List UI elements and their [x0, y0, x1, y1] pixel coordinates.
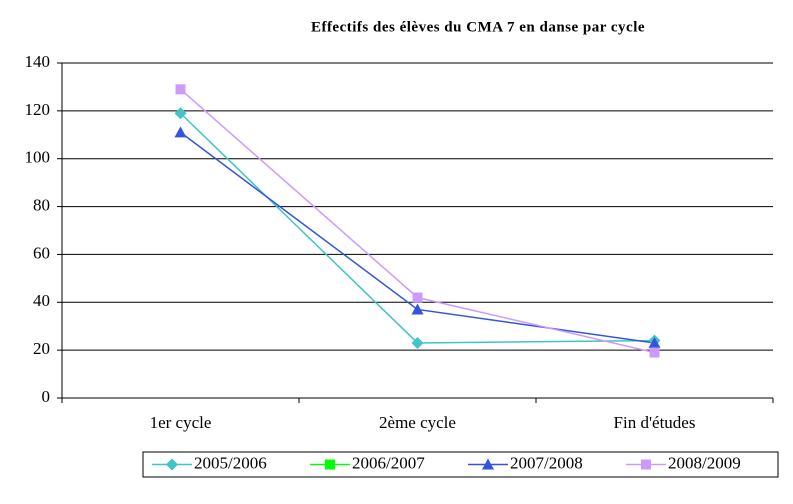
- y-tick-label: 40: [33, 291, 50, 310]
- y-tick-label: 20: [33, 339, 50, 358]
- legend-marker: [166, 458, 178, 471]
- point: [175, 84, 186, 95]
- point: [648, 336, 661, 348]
- point: [174, 126, 187, 138]
- legend-marker: [641, 459, 651, 470]
- legend-label: 2006/2007: [352, 453, 425, 472]
- y-tick-label: 60: [33, 243, 50, 262]
- y-tick-label: 80: [33, 195, 50, 214]
- x-tick-label: 1er cycle: [150, 413, 212, 432]
- x-tick-label: Fin d'études: [614, 413, 696, 432]
- legend-marker: [482, 458, 494, 470]
- legend-label: 2007/2008: [510, 453, 583, 472]
- point: [412, 292, 423, 303]
- y-tick-label: 120: [25, 100, 51, 119]
- legend-label: 2005/2006: [194, 453, 267, 472]
- point: [649, 347, 660, 358]
- legend-label: 2008/2009: [668, 453, 741, 472]
- y-tick-label: 100: [25, 148, 51, 167]
- legend-marker: [325, 459, 335, 470]
- y-tick-label: 0: [42, 387, 51, 406]
- chart-title: Effectifs des élèves du CMA 7 en danse p…: [311, 19, 645, 35]
- legend-box: [142, 451, 779, 478]
- point: [411, 303, 424, 315]
- point: [411, 336, 424, 349]
- y-tick-label: 140: [25, 52, 51, 71]
- x-tick-label: 2ème cycle: [379, 413, 456, 432]
- point: [174, 107, 187, 120]
